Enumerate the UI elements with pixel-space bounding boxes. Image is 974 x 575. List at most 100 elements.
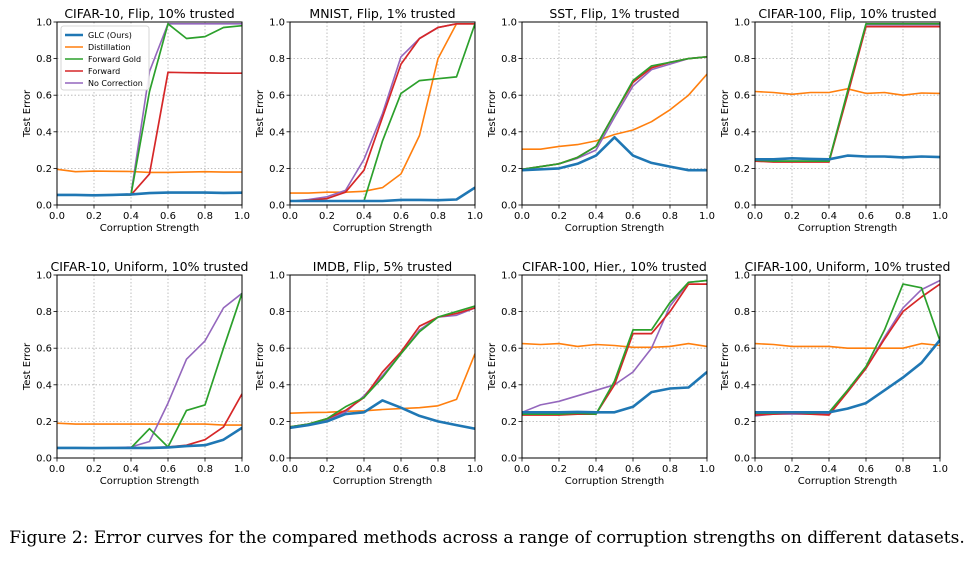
x-tick-label: 1.0 <box>467 211 483 222</box>
chart-title: CIFAR-10, Flip, 10% trusted <box>64 6 234 21</box>
y-axis-label: Test Error <box>255 342 266 391</box>
y-tick-label: 0.2 <box>734 164 750 175</box>
x-tick-label: 0.2 <box>86 464 102 475</box>
y-tick-label: 1.0 <box>501 271 517 282</box>
y-tick-label: 0.0 <box>36 201 52 212</box>
series-line-forward <box>755 25 940 163</box>
series-line-forward-gold <box>290 305 475 428</box>
legend: GLC (Ours) Distillation Forward Gold Forwar… <box>60 25 150 91</box>
plot-frame <box>289 274 476 459</box>
x-tick-label: 0.6 <box>858 211 874 222</box>
plot-frame <box>521 21 708 206</box>
x-tick-label: 1.0 <box>234 211 250 222</box>
x-tick-label: 1.0 <box>699 211 715 222</box>
series-line-distillation <box>755 342 940 350</box>
chart-panel: 0.00.00.20.20.40.40.60.60.80.81.01.0CIFA… <box>720 259 950 487</box>
x-axis-label: Corruption Strength <box>333 223 432 234</box>
x-tick-label: 0.2 <box>319 464 335 475</box>
y-tick-label: 0.0 <box>501 454 517 465</box>
series-line-distillation <box>522 342 707 349</box>
y-tick-label: 1.0 <box>734 271 750 282</box>
series-line-glc-ours <box>290 186 475 203</box>
chart-title: MNIST, Flip, 1% trusted <box>309 6 455 21</box>
chart-panel: 0.00.00.20.20.40.40.60.60.80.81.01.0CIFA… <box>487 259 715 487</box>
x-tick-label: 0.2 <box>551 464 567 475</box>
series-line-glc-ours <box>755 339 940 414</box>
y-tick-label: 0.4 <box>734 127 750 138</box>
x-tick-label: 0.4 <box>821 211 837 222</box>
series-line-forward <box>290 22 475 203</box>
legend-box <box>60 25 150 91</box>
y-tick-label: 0.6 <box>269 344 285 355</box>
y-tick-label: 0.0 <box>734 454 750 465</box>
y-tick-label: 0.0 <box>501 201 517 212</box>
x-tick-label: 0.6 <box>160 211 176 222</box>
x-tick-label: 1.0 <box>932 464 948 475</box>
series-line-forward-gold <box>522 55 707 171</box>
y-tick-label: 0.2 <box>36 417 52 428</box>
x-tick-label: 0.6 <box>393 211 409 222</box>
y-tick-label: 0.6 <box>36 344 52 355</box>
chart-title: CIFAR-100, Flip, 10% trusted <box>758 6 936 21</box>
chart-title: CIFAR-100, Uniform, 10% trusted <box>745 259 951 274</box>
series-line-distillation <box>57 422 242 426</box>
y-tick-label: 0.8 <box>734 307 750 318</box>
chart-panel: 0.00.0 0.2 0.2 0.4 0.4 0.6 0.6 0.8 0.8 1.0 1.0 SST,… <box>487 6 715 234</box>
series-line-glc-ours <box>755 154 940 161</box>
x-tick-label: 0.6 <box>160 464 176 475</box>
y-tick-label: 0.4 <box>269 127 285 138</box>
x-tick-label: 0.8 <box>895 211 911 222</box>
legend-entry: Forward Gold <box>88 55 141 64</box>
legend-entry: Distillation <box>88 43 131 52</box>
x-tick-label: 0.0 <box>49 211 65 222</box>
y-tick-label: 0.2 <box>269 417 285 428</box>
x-tick-label: 0.8 <box>895 464 911 475</box>
y-tick-label: 0.8 <box>734 54 750 65</box>
x-tick-label: 1.0 <box>467 464 483 475</box>
y-tick-label: 0.4 <box>734 380 750 391</box>
y-axis-label: Test Error <box>720 89 731 138</box>
series-line-distillation <box>290 353 475 414</box>
y-tick-label: 0.8 <box>36 307 52 318</box>
y-tick-label: 1.0 <box>269 271 285 282</box>
chart-panel: 0.00.0 0.2 0.2 0.4 0.4 0.6 0.6 0.8 0.8 1.0 1.0 MNIS… <box>255 6 483 234</box>
x-tick-label: 0.8 <box>197 211 213 222</box>
x-axis-label: Corruption Strength <box>100 476 199 487</box>
y-tick-label: 0.4 <box>501 380 517 391</box>
legend-entry: GLC (Ours) <box>88 31 132 40</box>
x-tick-label: 0.6 <box>393 464 409 475</box>
x-tick-label: 0.0 <box>747 464 763 475</box>
y-tick-label: 0.2 <box>269 164 285 175</box>
x-tick-label: 0.2 <box>551 211 567 222</box>
y-tick-label: 0.0 <box>269 454 285 465</box>
x-tick-label: 0.0 <box>514 211 530 222</box>
x-tick-label: 0.2 <box>784 464 800 475</box>
x-tick-label: 0.8 <box>197 464 213 475</box>
x-tick-label: 0.8 <box>662 211 678 222</box>
chart-title: IMDB, Flip, 5% trusted <box>313 259 452 274</box>
x-tick-label: 1.0 <box>932 211 948 222</box>
legend-entry: Forward <box>88 67 120 76</box>
series-line-glc-ours <box>57 426 242 450</box>
series-line-forward <box>755 283 940 416</box>
x-tick-label: 0.8 <box>430 211 446 222</box>
x-tick-label: 0.4 <box>821 464 837 475</box>
x-axis-label: Corruption Strength <box>100 223 199 234</box>
series-line-distillation <box>522 73 707 150</box>
x-tick-label: 0.0 <box>747 211 763 222</box>
x-tick-label: 0.4 <box>123 464 139 475</box>
x-tick-label: 0.0 <box>49 464 65 475</box>
y-tick-label: 0.0 <box>269 201 285 212</box>
chart-panel: 0.00.00.20.20.40.40.60.60.80.81.01.0CIFA… <box>720 6 948 234</box>
y-axis-label: Test Error <box>22 342 33 391</box>
y-axis-label: Test Error <box>720 342 731 391</box>
y-tick-label: 0.8 <box>269 54 285 65</box>
y-tick-label: 0.4 <box>36 127 52 138</box>
legend-entry: No Correction <box>88 79 143 88</box>
x-tick-label: 0.8 <box>662 464 678 475</box>
y-tick-label: 0.0 <box>734 201 750 212</box>
y-tick-label: 0.2 <box>734 417 750 428</box>
series-line-no-correction <box>290 22 475 203</box>
y-tick-label: 0.8 <box>36 54 52 65</box>
x-axis-label: Corruption Strength <box>798 476 897 487</box>
